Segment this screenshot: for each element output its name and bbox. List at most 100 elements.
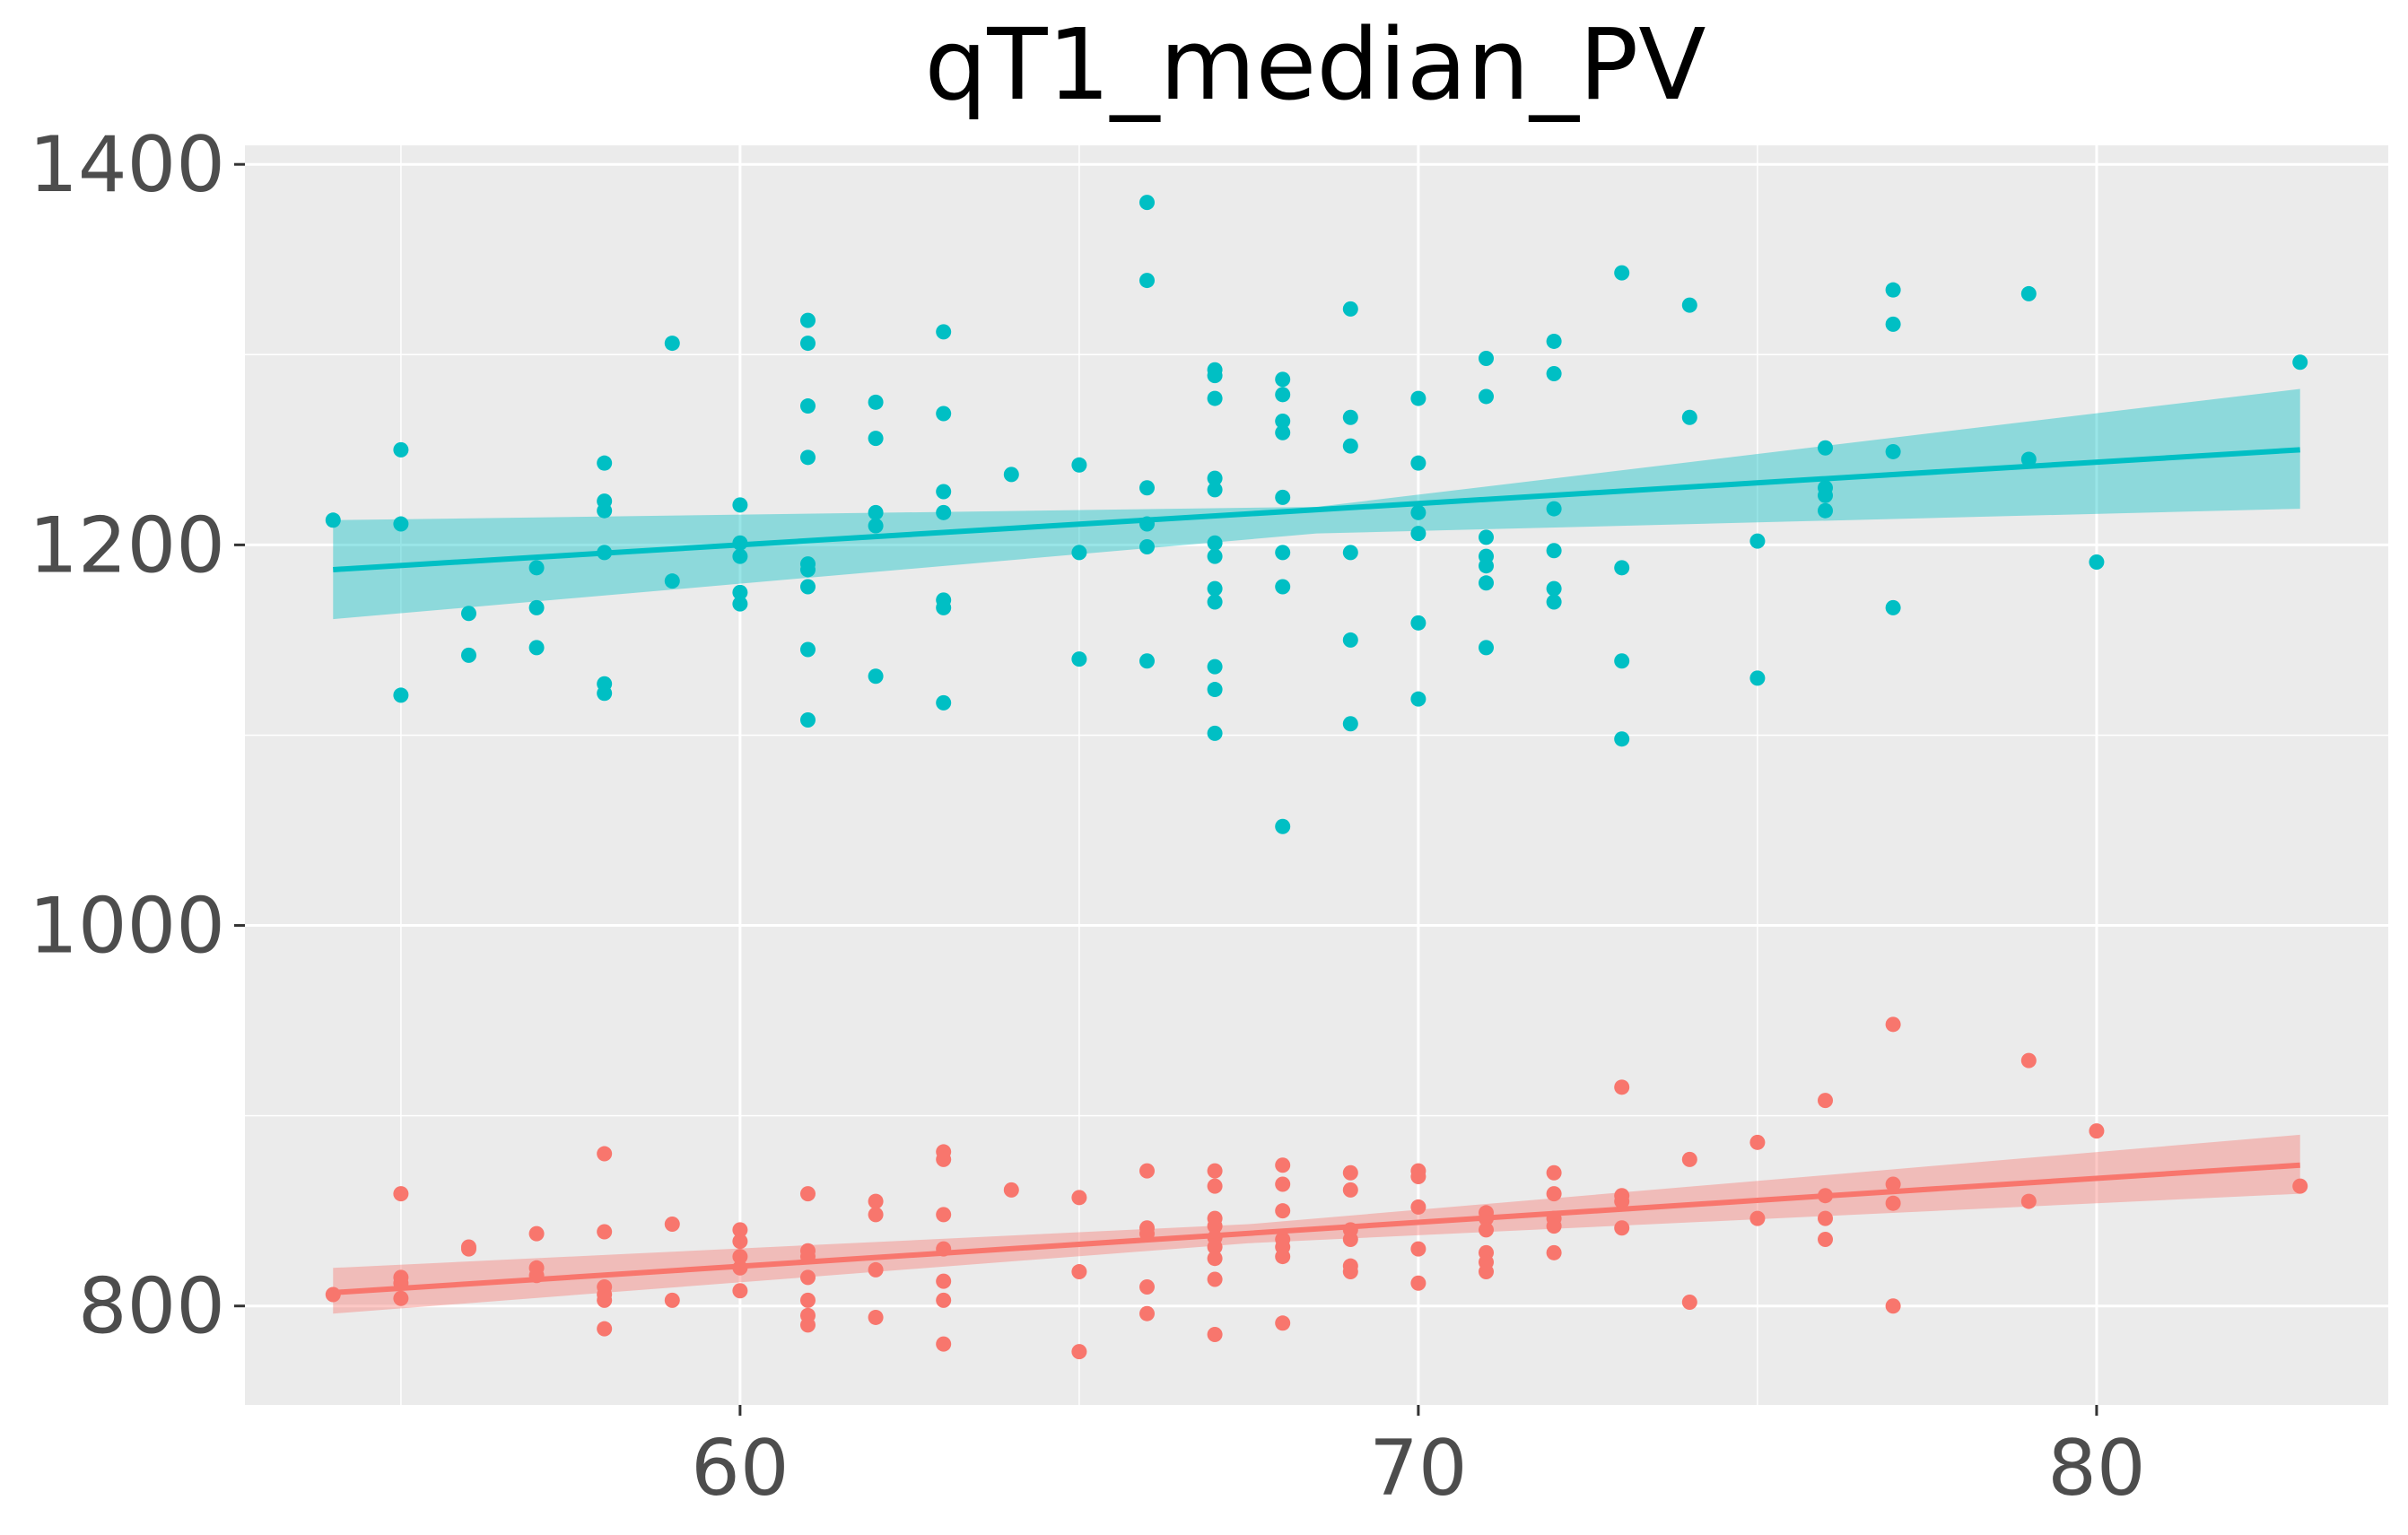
- data-point: [732, 1234, 748, 1250]
- data-point: [1207, 594, 1223, 610]
- data-point: [1275, 1176, 1291, 1192]
- data-point: [1479, 1222, 1495, 1238]
- data-point: [1003, 467, 1019, 483]
- data-point: [1342, 1264, 1358, 1280]
- data-point: [597, 1321, 613, 1337]
- data-point: [799, 641, 816, 658]
- data-point: [868, 431, 884, 447]
- data-point: [1818, 502, 1834, 519]
- data-point: [1139, 195, 1155, 211]
- data-point: [868, 518, 884, 534]
- data-point: [1071, 545, 1087, 561]
- data-point: [2020, 285, 2037, 301]
- data-point: [1342, 301, 1358, 317]
- y-tick-label: 1200: [29, 501, 225, 590]
- data-point: [1479, 388, 1495, 405]
- data-point: [1207, 482, 1223, 498]
- data-point: [1207, 1327, 1223, 1343]
- data-point: [1342, 438, 1358, 454]
- data-point: [1614, 653, 1630, 669]
- data-point: [1410, 504, 1426, 520]
- data-point: [1479, 1264, 1495, 1280]
- data-point: [732, 1283, 748, 1299]
- data-point: [1207, 580, 1223, 597]
- data-point: [1681, 1294, 1697, 1310]
- chart-body: 800 1000 1200 1400 60 70 80: [29, 120, 2388, 1513]
- data-point: [460, 606, 476, 622]
- data-point: [936, 504, 952, 520]
- data-point: [1139, 538, 1155, 554]
- data-point: [868, 1261, 884, 1278]
- data-point: [1681, 297, 1697, 313]
- data-point: [1275, 818, 1291, 834]
- data-point: [1479, 640, 1495, 656]
- data-point: [1071, 1190, 1087, 1206]
- data-point: [1410, 1199, 1426, 1215]
- data-point: [2020, 1193, 2037, 1209]
- data-point: [528, 599, 545, 615]
- data-point: [1479, 575, 1495, 591]
- data-point: [936, 1273, 952, 1289]
- data-point: [393, 516, 409, 532]
- data-point: [1614, 731, 1630, 747]
- data-point: [868, 668, 884, 685]
- data-point: [460, 647, 476, 663]
- data-point: [1275, 1203, 1291, 1219]
- data-point: [1139, 1279, 1155, 1295]
- data-point: [936, 1151, 952, 1167]
- data-point: [936, 1336, 952, 1352]
- data-point: [1410, 526, 1426, 542]
- data-point: [1207, 1178, 1223, 1194]
- data-point: [799, 398, 816, 414]
- data-point: [1139, 273, 1155, 289]
- data-point: [1207, 1239, 1223, 1255]
- data-point: [597, 455, 613, 471]
- confidence-band: [333, 388, 2300, 620]
- data-point: [1546, 501, 1562, 517]
- data-point: [1207, 725, 1223, 741]
- data-point: [936, 1207, 952, 1223]
- data-point: [2089, 554, 2105, 570]
- chart-title: qT1_median_PV: [925, 7, 1706, 122]
- data-point: [1207, 548, 1223, 564]
- y-tick-label: 800: [78, 1262, 225, 1352]
- data-point: [1207, 658, 1223, 675]
- data-point: [1275, 1249, 1291, 1265]
- data-point: [1342, 716, 1358, 732]
- data-point: [1410, 615, 1426, 631]
- data-point: [1410, 455, 1426, 471]
- data-point: [1479, 351, 1495, 367]
- data-point: [1479, 558, 1495, 574]
- data-point: [1275, 1157, 1291, 1173]
- data-point: [1207, 682, 1223, 698]
- data-point: [1749, 670, 1766, 686]
- data-point: [1207, 535, 1223, 551]
- data-point: [1139, 1305, 1155, 1321]
- data-point: [1818, 1210, 1834, 1226]
- data-point: [799, 1269, 816, 1286]
- data-point: [799, 1317, 816, 1333]
- data-point: [936, 406, 952, 422]
- data-point: [1546, 1218, 1562, 1234]
- data-point: [1546, 1164, 1562, 1181]
- data-point: [799, 336, 816, 352]
- data-point: [597, 685, 613, 702]
- data-point: [325, 512, 341, 528]
- data-point: [1071, 1344, 1087, 1360]
- data-point: [664, 336, 680, 352]
- data-point: [732, 548, 748, 564]
- data-point: [1342, 409, 1358, 425]
- data-point: [1818, 487, 1834, 503]
- data-point: [799, 312, 816, 328]
- data-point: [1749, 1210, 1766, 1226]
- data-point: [1071, 651, 1087, 667]
- data-point: [1546, 333, 1562, 349]
- confidence-band: [333, 1134, 2300, 1314]
- data-point: [1410, 1275, 1426, 1291]
- data-point: [1275, 424, 1291, 440]
- data-point: [1885, 1016, 1901, 1033]
- data-point: [1342, 632, 1358, 648]
- data-point: [597, 502, 613, 519]
- data-point: [1071, 457, 1087, 473]
- data-point: [1614, 1193, 1630, 1209]
